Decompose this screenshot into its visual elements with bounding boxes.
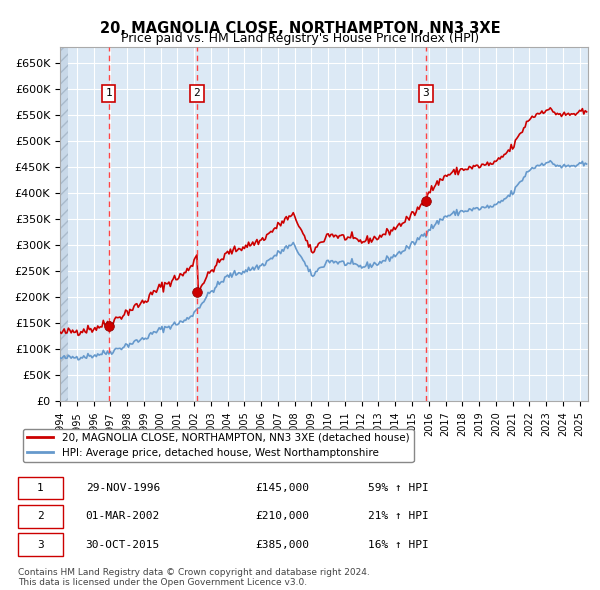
Text: £210,000: £210,000: [255, 512, 309, 522]
Text: 30-OCT-2015: 30-OCT-2015: [86, 540, 160, 550]
Text: 2: 2: [37, 512, 44, 522]
Bar: [60, 47, 68, 401]
Text: 3: 3: [422, 88, 429, 98]
FancyBboxPatch shape: [18, 505, 63, 527]
Text: £385,000: £385,000: [255, 540, 309, 550]
Text: £145,000: £145,000: [255, 483, 309, 493]
Text: 16% ↑ HPI: 16% ↑ HPI: [368, 540, 428, 550]
FancyBboxPatch shape: [18, 477, 63, 499]
Legend: 20, MAGNOLIA CLOSE, NORTHAMPTON, NN3 3XE (detached house), HPI: Average price, d: 20, MAGNOLIA CLOSE, NORTHAMPTON, NN3 3XE…: [23, 429, 413, 462]
Text: 1: 1: [37, 483, 44, 493]
Text: 3: 3: [37, 540, 44, 550]
Text: 59% ↑ HPI: 59% ↑ HPI: [368, 483, 428, 493]
Text: 29-NOV-1996: 29-NOV-1996: [86, 483, 160, 493]
FancyBboxPatch shape: [18, 533, 63, 556]
Text: 21% ↑ HPI: 21% ↑ HPI: [368, 512, 428, 522]
Text: 1: 1: [106, 88, 112, 98]
Text: Contains HM Land Registry data © Crown copyright and database right 2024.
This d: Contains HM Land Registry data © Crown c…: [18, 568, 370, 587]
Text: 20, MAGNOLIA CLOSE, NORTHAMPTON, NN3 3XE: 20, MAGNOLIA CLOSE, NORTHAMPTON, NN3 3XE: [100, 21, 500, 35]
Text: 2: 2: [194, 88, 200, 98]
Text: Price paid vs. HM Land Registry's House Price Index (HPI): Price paid vs. HM Land Registry's House …: [121, 32, 479, 45]
Text: 01-MAR-2002: 01-MAR-2002: [86, 512, 160, 522]
